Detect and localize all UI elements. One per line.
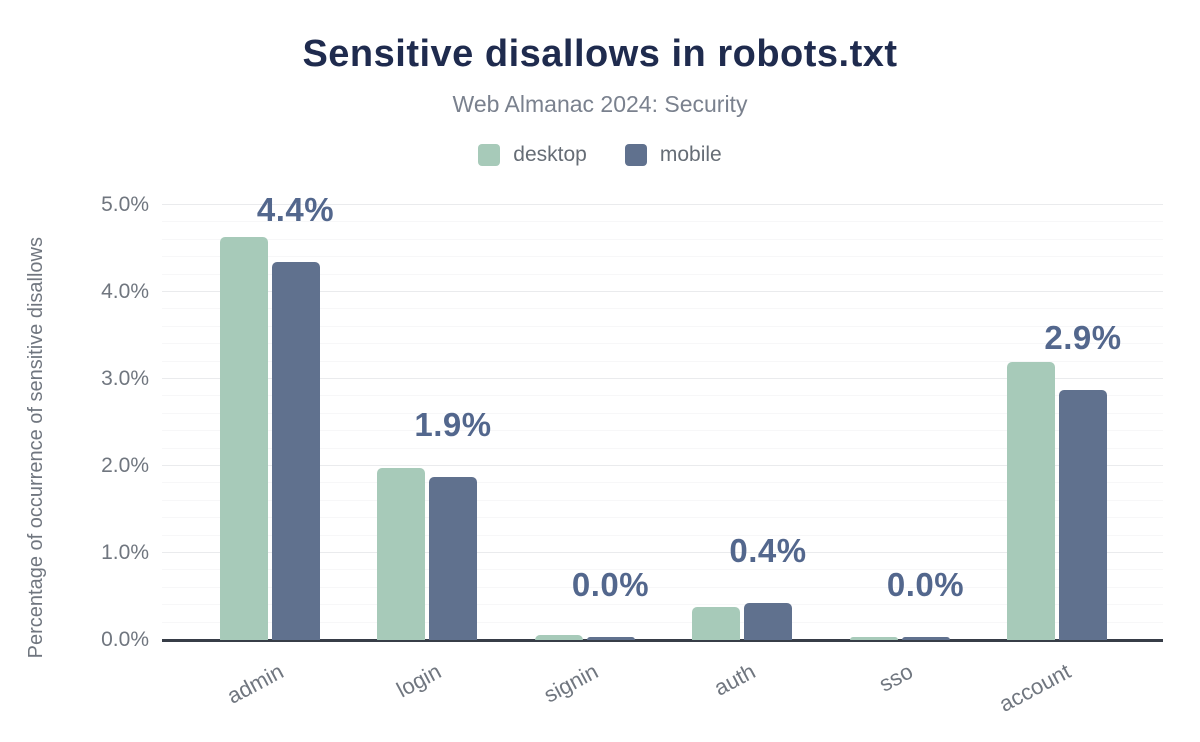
minor-gridline	[162, 621, 1163, 623]
minor-gridline	[162, 604, 1163, 606]
minor-gridline	[162, 569, 1163, 571]
minor-gridline	[162, 256, 1163, 258]
minor-gridline	[162, 273, 1163, 275]
bar-desktop-signin	[534, 634, 583, 640]
y-axis-tick: 3.0%	[101, 367, 149, 390]
minor-gridline	[162, 343, 1163, 345]
minor-gridline	[162, 360, 1163, 362]
bar-desktop-login	[377, 467, 425, 640]
minor-gridline	[162, 412, 1163, 414]
major-gridline	[162, 378, 1163, 379]
x-axis-label-login: login	[391, 658, 445, 703]
legend: desktop mobile	[0, 143, 1200, 167]
plot-area: 4.4% 1.9% 0.0% 0.4% 0.0% 2.9%	[162, 191, 1163, 642]
y-axis-tick: 5.0%	[101, 193, 149, 216]
minor-gridline	[162, 534, 1163, 536]
x-axis-label-admin: admin	[222, 658, 288, 709]
bar-mobile-signin	[586, 637, 635, 640]
minor-gridline	[162, 482, 1163, 484]
legend-item-desktop: desktop	[478, 143, 587, 167]
minor-gridline	[162, 430, 1163, 432]
y-axis-tick: 4.0%	[101, 280, 149, 303]
x-axis-label-account: account	[994, 658, 1075, 717]
bar-mobile-sso	[901, 637, 950, 640]
bar-mobile-login	[429, 477, 477, 640]
legend-swatch-desktop	[478, 144, 501, 166]
legend-label-desktop: desktop	[513, 143, 587, 166]
x-axis-label-sso: sso	[875, 658, 918, 697]
minor-gridline	[162, 308, 1163, 310]
bar-mobile-auth	[744, 603, 792, 640]
major-gridline	[162, 465, 1163, 466]
minor-gridline	[162, 325, 1163, 327]
legend-item-mobile: mobile	[624, 143, 722, 167]
minor-gridline	[162, 238, 1163, 240]
x-axis-line	[162, 639, 1163, 642]
minor-gridline	[162, 395, 1163, 397]
bar-desktop-sso	[849, 637, 898, 640]
bar-mobile-admin	[271, 262, 320, 640]
bar-desktop-auth	[692, 606, 740, 640]
bar-mobile-account	[1059, 390, 1107, 640]
y-axis-tick: 1.0%	[101, 541, 149, 564]
legend-swatch-mobile	[624, 144, 647, 166]
bar-value-label-account: 2.9%	[1044, 319, 1122, 357]
bar-desktop-account	[1007, 362, 1055, 640]
bar-desktop-admin	[219, 237, 268, 640]
minor-gridline	[162, 221, 1163, 223]
legend-label-mobile: mobile	[659, 143, 722, 166]
bar-value-label-admin: 4.4%	[256, 191, 335, 229]
bar-value-label-auth: 0.4%	[729, 532, 807, 570]
y-axis-tick: 0.0%	[101, 628, 149, 651]
chart-subtitle: Web Almanac 2024: Security	[452, 91, 748, 117]
y-axis-title: Percentage of occurrence of sensitive di…	[24, 236, 47, 659]
minor-gridline	[162, 447, 1163, 449]
x-axis-label-signin: signin	[539, 658, 603, 708]
minor-gridline	[162, 586, 1163, 588]
x-axis-label-auth: auth	[710, 658, 760, 701]
chart-title: Sensitive disallows in robots.txt	[302, 33, 898, 75]
y-axis-tick: 2.0%	[101, 454, 149, 477]
major-gridline	[162, 552, 1163, 553]
major-gridline	[162, 204, 1163, 205]
major-gridline	[162, 291, 1163, 292]
bar-value-label-signin: 0.0%	[571, 566, 650, 604]
minor-gridline	[162, 499, 1163, 501]
bar-value-label-login: 1.9%	[414, 406, 492, 444]
bar-value-label-sso: 0.0%	[886, 566, 965, 604]
minor-gridline	[162, 517, 1163, 519]
